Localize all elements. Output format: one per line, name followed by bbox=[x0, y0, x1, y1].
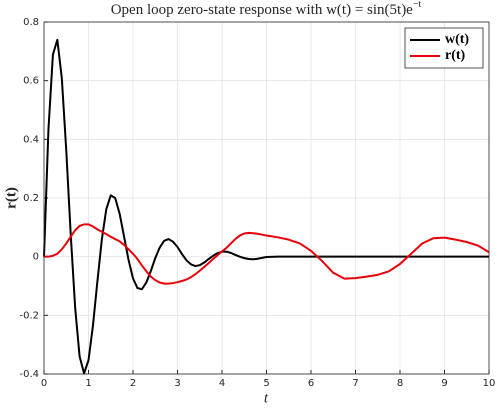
y-tick-label: 0.2 bbox=[23, 193, 39, 204]
y-tick-label: 0.6 bbox=[23, 76, 39, 87]
x-tick-label: 0 bbox=[41, 378, 47, 389]
y-tick-label: -0.2 bbox=[19, 310, 39, 321]
y-tick-label: -0.4 bbox=[19, 369, 39, 380]
chart-title: Open loop zero-state response with w(t) … bbox=[111, 0, 422, 18]
title-text: Open loop zero-state response with w(t) … bbox=[111, 2, 413, 18]
legend-box bbox=[404, 27, 484, 69]
x-tick-label: 2 bbox=[130, 378, 136, 389]
y-tick-label: 0.4 bbox=[23, 134, 39, 145]
legend-label: w(t) bbox=[445, 32, 469, 47]
x-axis-label: t bbox=[264, 390, 269, 406]
x-tick-label: 9 bbox=[441, 378, 447, 389]
x-tick-label: 7 bbox=[352, 378, 358, 389]
x-tick-label: 4 bbox=[219, 378, 225, 389]
x-tick-label: 3 bbox=[174, 378, 180, 389]
x-tick-label: 10 bbox=[483, 378, 496, 389]
x-tick-label: 6 bbox=[308, 378, 314, 389]
y-tick-label: 0.8 bbox=[23, 17, 39, 28]
series-line bbox=[44, 223, 490, 285]
x-tick-label: 8 bbox=[397, 378, 403, 389]
y-tick-label: 0 bbox=[33, 252, 39, 263]
x-tick-label: 1 bbox=[85, 378, 91, 389]
axes-box bbox=[43, 21, 490, 375]
legend-label: r(t) bbox=[445, 48, 466, 63]
y-axis-label: r(t) bbox=[3, 187, 19, 209]
title-exponent: −t bbox=[413, 0, 422, 10]
x-tick-label: 5 bbox=[263, 378, 269, 389]
series-line bbox=[43, 38, 489, 375]
